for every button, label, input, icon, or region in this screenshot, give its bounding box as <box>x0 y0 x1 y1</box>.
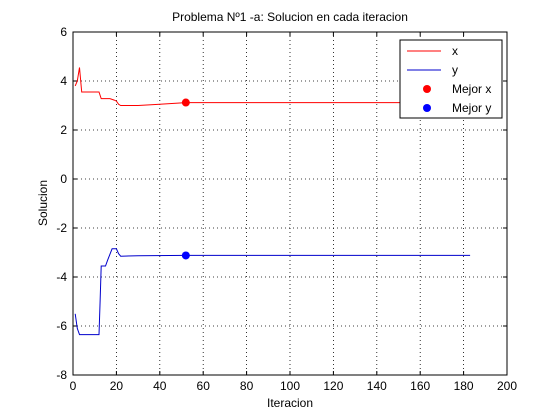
x-tick-label: 180 <box>454 379 474 393</box>
y-tick-label: 4 <box>60 74 67 88</box>
y-tick-label: 0 <box>60 172 67 186</box>
data-series <box>74 67 471 336</box>
x-tick-label: 100 <box>280 379 300 393</box>
chart-title: Problema Nº1 -a: Solucion en cada iterac… <box>172 10 408 24</box>
x-tick-label: 20 <box>110 379 124 393</box>
y-tick-label: -6 <box>56 319 67 333</box>
x-tick-label: 200 <box>497 379 517 393</box>
x-tick-label: 80 <box>240 379 254 393</box>
axis-ticks: 0 20 40 60 80 100 120 140 160 180 200 -8 -6 -4 -2 0 2 4 6 <box>56 25 517 393</box>
legend-mejor-x-swatch <box>423 85 431 93</box>
x-tick-label: 120 <box>323 379 343 393</box>
y-tick-label: 6 <box>60 25 67 39</box>
x-tick-label: 0 <box>70 379 77 393</box>
x-tick-label: 160 <box>410 379 430 393</box>
y-axis-label: Solucion <box>36 180 50 226</box>
legend-box <box>399 39 503 119</box>
y-tick-label: -2 <box>56 221 67 235</box>
series-mejor-y-marker <box>181 251 190 260</box>
y-tick-label: -4 <box>56 270 67 284</box>
legend: xy Mejor x Mejor y <box>399 39 503 119</box>
legend-y-label: y <box>452 63 458 77</box>
legend-mejor-y-swatch <box>423 104 431 112</box>
y-tick-label: -8 <box>56 368 67 382</box>
grid-lines <box>73 32 507 375</box>
legend-mejor-x-label: Mejor x <box>452 82 491 96</box>
series-y-line <box>74 248 471 336</box>
y-tick-label: 2 <box>60 123 67 137</box>
series-x-line <box>74 67 471 106</box>
legend-mejor-y-label: Mejor y <box>452 101 491 115</box>
x-tick-label: 140 <box>367 379 387 393</box>
x-axis-label: Iteracion <box>267 396 313 410</box>
x-tick-label: 40 <box>153 379 167 393</box>
legend-x-label: x <box>452 44 458 58</box>
x-tick-label: 60 <box>197 379 211 393</box>
series-mejor-x-marker <box>181 98 190 107</box>
